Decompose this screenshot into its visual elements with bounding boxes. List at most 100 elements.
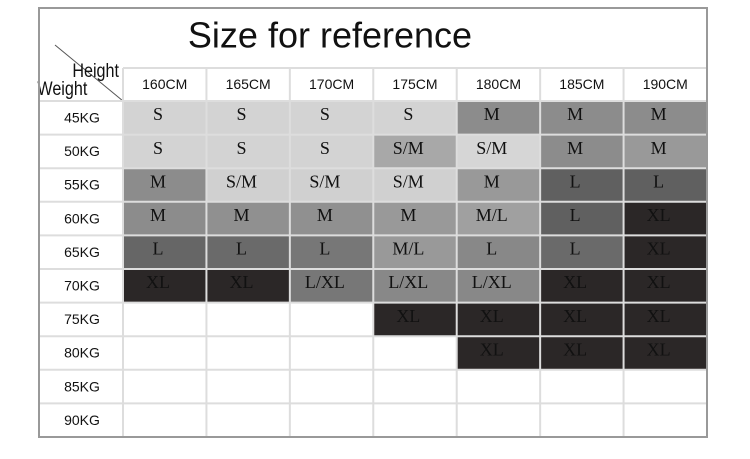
size-label: XL <box>563 272 587 292</box>
size-label: S <box>153 138 163 158</box>
row-label: 60KG <box>64 210 100 226</box>
size-label: S <box>236 104 246 124</box>
row-label: 70KG <box>64 278 100 294</box>
size-cell <box>289 134 374 169</box>
size-cell <box>623 336 707 370</box>
size-label: M/L <box>476 205 508 225</box>
size-cell <box>540 269 624 303</box>
size-label: XL <box>563 339 587 359</box>
size-cell <box>623 302 707 337</box>
size-cell <box>206 235 290 269</box>
column-label: 170CM <box>309 76 354 92</box>
size-cell <box>456 336 541 370</box>
size-label: L/XL <box>472 272 512 292</box>
size-label: M <box>150 171 166 191</box>
size-label: M <box>233 205 249 225</box>
size-label: S/M <box>393 171 424 191</box>
size-cell <box>123 168 207 202</box>
size-label: S <box>320 138 330 158</box>
size-label: L <box>236 239 247 259</box>
row-label: 50KG <box>64 143 100 159</box>
size-cell <box>623 168 707 202</box>
size-label: S/M <box>309 171 340 191</box>
size-cell <box>623 235 707 269</box>
size-label: L <box>319 239 330 259</box>
size-label: M <box>317 205 333 225</box>
size-cell <box>456 168 541 202</box>
size-cell <box>456 101 541 135</box>
size-cell <box>123 101 207 135</box>
row-label: 80KG <box>64 345 100 361</box>
size-cell <box>206 134 290 169</box>
size-cell <box>623 101 707 135</box>
size-cell <box>289 235 374 269</box>
size-cell <box>123 235 207 269</box>
size-label: L <box>486 239 497 259</box>
size-cell <box>289 269 374 303</box>
size-label: L <box>570 239 581 259</box>
row-label: 55KG <box>64 177 100 193</box>
size-label: S/M <box>476 138 507 158</box>
size-cell <box>373 235 457 269</box>
size-cell <box>373 134 457 169</box>
size-label: XL <box>647 306 671 326</box>
size-label: XL <box>146 272 170 292</box>
size-label: XL <box>647 272 671 292</box>
size-label: XL <box>480 339 504 359</box>
size-cell <box>373 302 457 337</box>
row-label: 75KG <box>64 311 100 327</box>
size-cell <box>456 269 541 303</box>
size-label: L <box>570 205 581 225</box>
size-label: S/M <box>226 171 257 191</box>
size-label: XL <box>480 306 504 326</box>
size-cell <box>373 101 457 135</box>
size-cell <box>540 134 624 169</box>
size-cell <box>456 134 541 169</box>
size-cell <box>623 134 707 169</box>
size-label: XL <box>396 306 420 326</box>
column-label: 175CM <box>392 76 437 92</box>
size-label: L <box>153 239 164 259</box>
size-cell <box>373 269 457 303</box>
corner-weight: Weight <box>37 78 87 100</box>
corner-diagonal <box>54 44 124 102</box>
row-label: 45KG <box>64 110 100 126</box>
size-cell <box>123 201 207 236</box>
size-label: S/M <box>393 138 424 158</box>
column-label: 180CM <box>476 76 521 92</box>
size-cell <box>289 101 374 135</box>
size-label: M <box>567 104 583 124</box>
size-cell <box>540 201 624 236</box>
column-label: 185CM <box>559 76 604 92</box>
size-label: XL <box>563 306 587 326</box>
size-cell <box>456 302 541 337</box>
size-label: M <box>651 104 667 124</box>
size-cell <box>206 201 290 236</box>
row-label: 85KG <box>64 378 100 394</box>
title: Size for reference <box>188 15 472 56</box>
size-cell <box>373 201 457 236</box>
size-label: XL <box>647 339 671 359</box>
size-label: XL <box>647 239 671 259</box>
size-label: XL <box>647 205 671 225</box>
size-label: L/XL <box>388 272 428 292</box>
column-label: 160CM <box>142 76 187 92</box>
column-label: 165CM <box>226 76 271 92</box>
size-cell <box>540 336 624 370</box>
size-label: M <box>400 205 416 225</box>
size-label: M <box>567 138 583 158</box>
size-cell <box>289 168 374 202</box>
size-cell <box>123 269 207 303</box>
size-cell <box>623 201 707 236</box>
size-label: M <box>484 171 500 191</box>
table-frame <box>38 7 708 438</box>
size-cell <box>206 269 290 303</box>
size-label: XL <box>229 272 253 292</box>
size-cell <box>123 134 207 169</box>
column-label: 190CM <box>643 76 688 92</box>
size-label: L <box>570 171 581 191</box>
size-cell <box>206 168 290 202</box>
size-cell <box>373 168 457 202</box>
size-cell <box>289 201 374 236</box>
